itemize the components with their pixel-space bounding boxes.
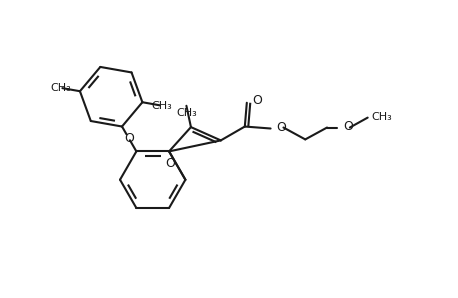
Text: CH₃: CH₃ bbox=[176, 108, 197, 118]
Text: O: O bbox=[277, 121, 286, 134]
Text: CH₃: CH₃ bbox=[152, 101, 172, 111]
Text: O: O bbox=[124, 132, 134, 145]
Text: CH₃: CH₃ bbox=[371, 112, 393, 122]
Text: O: O bbox=[343, 120, 353, 133]
Text: O: O bbox=[165, 157, 175, 170]
Text: CH₃: CH₃ bbox=[50, 83, 71, 93]
Text: O: O bbox=[252, 94, 262, 107]
